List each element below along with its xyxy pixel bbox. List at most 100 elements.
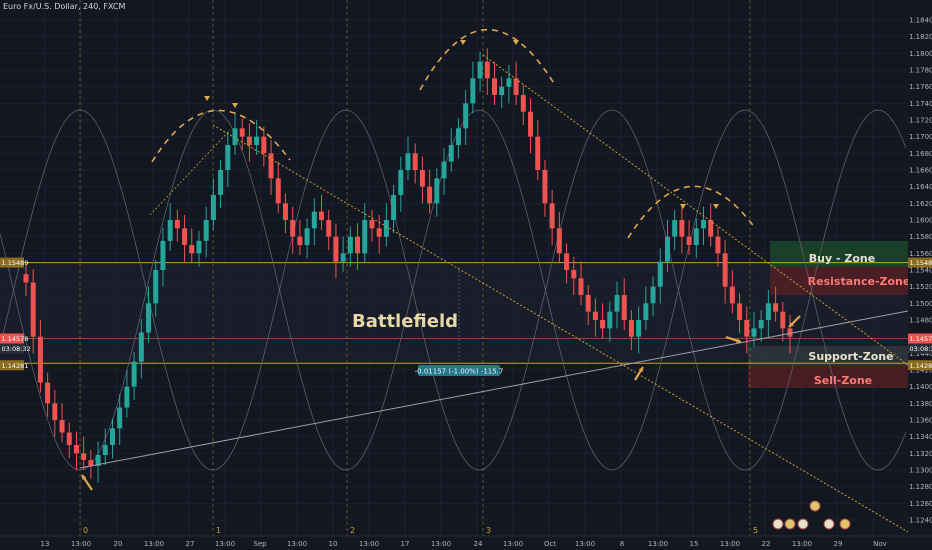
price-tick-label: 1.18200 bbox=[909, 33, 932, 41]
candle-body bbox=[102, 445, 108, 455]
candle-body bbox=[528, 111, 534, 137]
price-tick-label: 1.15800 bbox=[909, 233, 932, 241]
candle-body bbox=[715, 236, 721, 254]
candle-body bbox=[81, 453, 87, 460]
candle-body bbox=[672, 220, 678, 237]
candle-body bbox=[463, 103, 469, 129]
candle-body bbox=[513, 78, 519, 95]
sell-zone-label: Sell-Zone bbox=[814, 374, 872, 387]
price-tick-label: 1.17200 bbox=[909, 117, 932, 125]
candle-body bbox=[45, 382, 51, 404]
candle-body bbox=[391, 195, 397, 220]
left-upper-marker-text: 1.15489 bbox=[2, 259, 29, 267]
measure-tool[interactable]: -0.01157 (-1.00%) -115.7 bbox=[415, 365, 504, 376]
price-tick-label: 1.17600 bbox=[909, 83, 932, 91]
candle-body bbox=[549, 203, 555, 229]
event-icon[interactable] bbox=[823, 518, 835, 530]
candle-body bbox=[261, 136, 267, 154]
time-tick-label: 13:00 bbox=[215, 540, 235, 548]
candle-body bbox=[160, 240, 166, 270]
event-icon[interactable] bbox=[784, 518, 796, 530]
price-tick-label: 1.17800 bbox=[909, 67, 932, 75]
time-tick-label: 22 bbox=[762, 540, 771, 548]
price-tick-label: 1.15600 bbox=[909, 250, 932, 258]
candle-body bbox=[225, 145, 231, 170]
price-tick-label: 1.13800 bbox=[909, 400, 932, 408]
candle-body bbox=[427, 186, 433, 204]
right-time-marker bbox=[908, 343, 932, 354]
candle-body bbox=[643, 303, 649, 320]
price-tick-label: 1.16800 bbox=[909, 150, 932, 158]
time-axis[interactable]: 13 13:00 20 13:00 27 13:00 Sep 13:00 10 13:00 17 13… bbox=[0, 535, 932, 550]
time-tick-label: 13:00 bbox=[792, 540, 812, 548]
indicator-icons[interactable] bbox=[772, 500, 851, 530]
time-tick-label: 20 bbox=[114, 540, 123, 548]
right-upper-marker-text: 1.15489 bbox=[910, 259, 932, 267]
price-tick-label: 1.12400 bbox=[909, 517, 932, 525]
candle-body bbox=[614, 295, 620, 312]
price-axis-bg bbox=[908, 0, 932, 536]
candle-body bbox=[578, 278, 584, 295]
candle-body bbox=[282, 203, 288, 220]
candle-body bbox=[773, 303, 779, 312]
support-zone bbox=[748, 346, 908, 366]
cycle-lines: 0 1 2 3 5 bbox=[79, 0, 758, 536]
price-tick-label: 1.16600 bbox=[909, 167, 932, 175]
event-icon[interactable] bbox=[809, 500, 821, 512]
candle-body bbox=[196, 240, 202, 254]
candle-body bbox=[369, 220, 375, 229]
candle-body bbox=[124, 386, 130, 408]
price-tick-label: 1.13400 bbox=[909, 433, 932, 441]
candle-body bbox=[607, 311, 613, 329]
candle-body bbox=[571, 270, 577, 279]
candle-body bbox=[239, 128, 245, 137]
candle-body bbox=[52, 403, 58, 420]
price-tick-label: 1.18400 bbox=[909, 17, 932, 25]
arrow-head bbox=[82, 475, 87, 480]
candle-body bbox=[722, 253, 728, 287]
candle-body bbox=[434, 178, 440, 204]
resistance-zone-label: Resistance-Zone bbox=[808, 275, 911, 288]
price-axis[interactable]: 1.18400 1.18200 1.18000 1.17800 1.17600 1.174… bbox=[908, 0, 932, 536]
event-icon[interactable] bbox=[797, 518, 809, 530]
rising-guide-line bbox=[149, 129, 231, 216]
left-time-marker-text: 03:08:32 bbox=[2, 345, 31, 353]
right-upper-marker bbox=[908, 257, 932, 268]
price-tick-label: 1.15400 bbox=[909, 267, 932, 275]
left-current-marker bbox=[0, 333, 24, 344]
time-tick-label: 13:00 bbox=[71, 540, 91, 548]
candle-body bbox=[664, 236, 670, 262]
candle-body bbox=[138, 332, 144, 362]
cycle-wave bbox=[0, 109, 907, 471]
candle-body bbox=[95, 455, 101, 466]
event-icon[interactable] bbox=[839, 518, 851, 530]
event-icon[interactable] bbox=[772, 518, 784, 530]
candle-body bbox=[737, 303, 743, 320]
resistance-zone bbox=[770, 267, 908, 295]
head-arc bbox=[627, 185, 756, 239]
head-arc bbox=[151, 109, 291, 163]
left-lower-marker bbox=[0, 360, 24, 371]
candle-body bbox=[650, 286, 656, 304]
peak-marker bbox=[460, 40, 466, 45]
candle-body bbox=[311, 211, 317, 229]
candle-body bbox=[455, 128, 461, 145]
candle-body bbox=[218, 170, 224, 195]
candle-body bbox=[232, 128, 238, 145]
candle-body bbox=[787, 328, 793, 337]
cycle-label: 5 bbox=[753, 526, 758, 535]
candle-body bbox=[347, 236, 353, 254]
candle-body bbox=[131, 361, 137, 387]
candle-body bbox=[628, 320, 634, 337]
price-tick-label: 1.14400 bbox=[909, 350, 932, 358]
measure-badge bbox=[418, 365, 500, 376]
candles bbox=[23, 48, 793, 483]
drawings bbox=[79, 29, 909, 533]
time-tick-label: 13:00 bbox=[287, 540, 307, 548]
candle-body bbox=[117, 407, 123, 429]
time-tick-label: Nov bbox=[873, 540, 887, 548]
candle-body bbox=[30, 282, 36, 337]
time-tick-label: 8 bbox=[620, 540, 624, 548]
price-tick-label: 1.14800 bbox=[909, 317, 932, 325]
